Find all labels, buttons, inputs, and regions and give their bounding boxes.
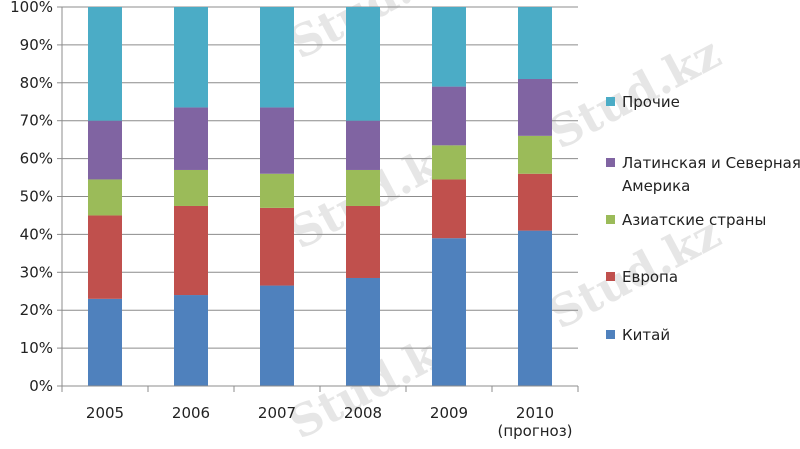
y-tick-label: 40%	[20, 225, 53, 243]
bar-segment	[88, 215, 122, 299]
legend-label: Европа	[622, 268, 678, 286]
legend-swatch	[606, 215, 615, 224]
bar-segment	[260, 173, 294, 208]
legend-label: Азиатские страны	[622, 211, 766, 229]
y-tick-label: 90%	[20, 36, 53, 54]
x-tick-label: 2005	[86, 404, 124, 422]
bar-segment	[432, 179, 466, 239]
bar-segment	[174, 7, 208, 108]
bar-segment	[518, 79, 552, 136]
legend-swatch	[606, 330, 615, 339]
legend-swatch	[606, 272, 615, 281]
y-tick-label: 50%	[20, 188, 53, 206]
bar-segment	[260, 7, 294, 108]
bar-segment	[260, 207, 294, 286]
y-tick-label: 30%	[20, 263, 53, 281]
bar-segment	[432, 145, 466, 180]
bar-segment	[174, 169, 208, 206]
x-tick-label: 2008	[344, 404, 382, 422]
bars	[88, 7, 552, 386]
bar-segment	[88, 298, 122, 386]
axes	[61, 7, 579, 392]
bar-segment	[518, 135, 552, 174]
x-tick-label: 2006	[172, 404, 210, 422]
x-tick-labels: 2005 2006 2007 2008 2009 2010 (прогноз)	[86, 404, 573, 440]
bar-segment	[432, 238, 466, 386]
x-tick-label: 2009	[430, 404, 468, 422]
legend-swatch	[606, 158, 615, 167]
legend-label: Прочие	[622, 93, 680, 111]
y-tick-label: 20%	[20, 301, 53, 319]
bar-segment	[88, 120, 122, 180]
bar-segment	[518, 7, 552, 80]
y-tick-label: 0%	[29, 377, 53, 395]
bar-segment	[432, 7, 466, 87]
bar-segment	[174, 205, 208, 296]
bar-segment	[346, 169, 380, 206]
x-tick-label: 2007	[258, 404, 296, 422]
bar-segment	[518, 230, 552, 386]
y-tick-label: 100%	[10, 0, 53, 16]
bar-segment	[346, 277, 380, 386]
legend-swatch	[606, 97, 615, 106]
grid-lines	[57, 6, 578, 387]
y-tick-label: 70%	[20, 112, 53, 130]
y-tick-label: 80%	[20, 74, 53, 92]
bar-segment	[174, 295, 208, 386]
bar-segment	[260, 285, 294, 386]
bar-segment	[88, 7, 122, 121]
bar-segment	[88, 179, 122, 216]
legend-label: Латинская и Северная Америка	[622, 154, 800, 195]
y-tick-label: 10%	[20, 339, 53, 357]
legend: Прочие Латинская и Северная Америка Азиатск…	[606, 93, 800, 344]
y-tick-label: 60%	[20, 150, 53, 168]
bar-segment	[174, 107, 208, 170]
bar-segment	[346, 120, 380, 170]
bar-segment	[518, 173, 552, 231]
bar-segment	[346, 205, 380, 278]
y-tick-labels: 0% 10% 20% 30% 40% 50% 60% 70% 80% 90% 100%	[10, 0, 53, 395]
bar-segment	[260, 107, 294, 174]
bar-segment	[346, 7, 380, 121]
bar-segment	[432, 86, 466, 146]
legend-label: Китай	[622, 326, 670, 344]
x-tick-label: 2010 (прогноз)	[497, 404, 572, 440]
